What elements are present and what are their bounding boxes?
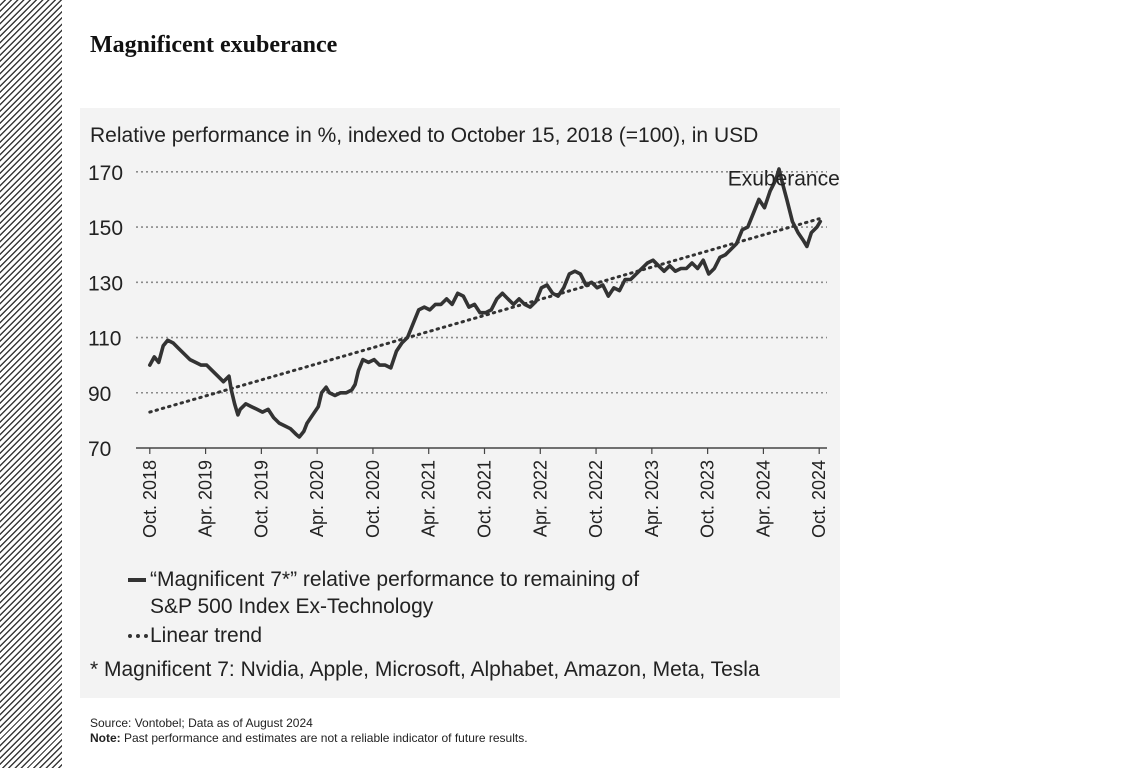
y-tick-label-170: 170 [88, 162, 123, 185]
series-magnificent-7 [148, 167, 823, 439]
annotation-exuberance: Exuberance? [728, 168, 840, 191]
x-tick-label-3: Apr. 2020 [307, 460, 327, 537]
x-tick-label-8: Oct. 2022 [586, 460, 606, 538]
y-tick-label-90: 90 [88, 383, 111, 406]
chart-panel: Relative performance in %, indexed to Oc… [80, 108, 840, 698]
x-tick-label-1: Apr. 2019 [196, 460, 216, 537]
x-tick-label-9: Apr. 2023 [642, 460, 662, 537]
y-tick-label-130: 130 [88, 272, 123, 295]
series-linear-trend [148, 217, 821, 414]
legend-label-line1: “Magnificent 7*” relative performance to… [150, 568, 640, 591]
x-tick-label-11: Apr. 2024 [753, 460, 773, 537]
x-tick-label-12: Oct. 2024 [809, 460, 829, 538]
source-block: Source: Vontobel; Data as of August 2024… [90, 716, 528, 746]
legend-dotted-line-icon [126, 622, 150, 648]
legend-solid-line-icon [126, 566, 150, 592]
chart-footnote: * Magnificent 7: Nvidia, Apple, Microsof… [90, 658, 760, 681]
chart-subtitle: Relative performance in %, indexed to Oc… [90, 124, 759, 147]
y-tick-label-70: 70 [88, 438, 111, 461]
chart-plot: 70 90 110 130 150 170 Oct. 2018 Apr. 2019 Oct. 2… [88, 162, 840, 538]
chart-legend: “Magnificent 7*” relative performance to… [126, 566, 639, 651]
note-line: Note: Past performance and estimates are… [90, 731, 528, 746]
y-tick-label-110: 110 [88, 328, 121, 351]
source-line: Source: Vontobel; Data as of August 2024 [90, 716, 313, 730]
page-title: Magnificent exuberance [90, 32, 338, 58]
legend-entry-linear-trend: Linear trend [126, 622, 639, 649]
x-tick-label-6: Oct. 2021 [475, 460, 495, 538]
note-label: Note: [90, 731, 121, 745]
x-tick-label-10: Oct. 2023 [698, 460, 718, 538]
x-tick-label-5: Apr. 2021 [419, 460, 439, 537]
decorative-hatch-border [0, 0, 62, 768]
x-tick-label-4: Oct. 2020 [363, 460, 383, 538]
x-tick-label-0: Oct. 2018 [140, 460, 160, 538]
y-tick-label-150: 150 [88, 217, 123, 240]
x-tick-label-2: Oct. 2019 [251, 460, 271, 538]
note-text: Past performance and estimates are not a… [120, 731, 528, 745]
legend-entry-magnificent-7: “Magnificent 7*” relative performance to… [126, 566, 639, 620]
x-tick-label-7: Apr. 2022 [530, 460, 550, 537]
legend-label-trend: Linear trend [150, 624, 263, 647]
legend-label-line2: S&P 500 Index Ex-Technology [150, 595, 434, 618]
